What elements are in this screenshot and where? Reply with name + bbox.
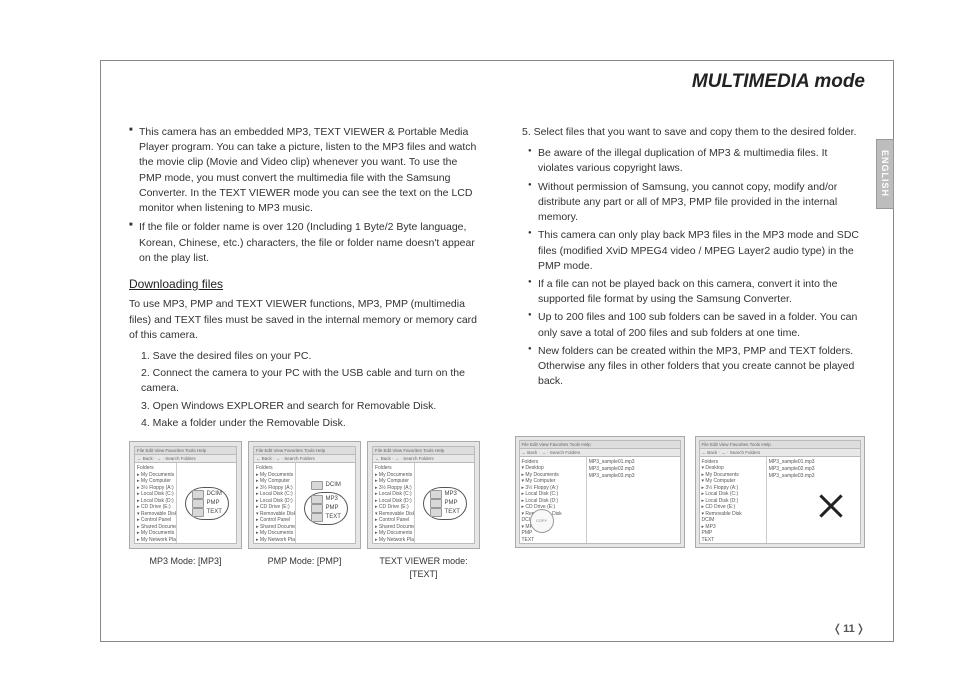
folder-icon [311, 504, 323, 513]
left-column: This camera has an embedded MP3, TEXT VI… [129, 125, 480, 581]
screen-captions: MP3 Mode: [MP3] PMP Mode: [PMP] TEXT VIE… [129, 549, 480, 581]
caption: MP3 Mode: [MP3] [129, 555, 242, 581]
x-mark-icon [816, 491, 846, 521]
caption: TEXT VIEWER mode: [TEXT] [367, 555, 480, 581]
folder-icon [430, 499, 442, 508]
menubar: File Edit View Favorites Tools Help [254, 447, 355, 455]
toolbar: ← Back · → · Search Folders [135, 455, 236, 463]
bullet-item: If a file can not be played back on this… [528, 277, 865, 307]
explorer-screenshot-1: File Edit View Favorites Tools Help ← Ba… [129, 441, 242, 549]
bullet-item: This camera can only play back MP3 files… [528, 228, 865, 274]
left-screens-row: File Edit View Favorites Tools Help ← Ba… [129, 441, 480, 549]
explorer-screenshot-2: File Edit View Favorites Tools Help ← Ba… [248, 441, 361, 549]
left-bullets: This camera has an embedded MP3, TEXT VI… [129, 125, 480, 266]
bullet-item: Up to 200 files and 100 sub folders can … [528, 310, 865, 340]
menubar: File Edit View Favorites Tools Help [700, 441, 860, 449]
folder-pane: DCIM MP3 PMP TEXT [296, 463, 355, 543]
step-item: 4. Make a folder under the Removable Dis… [141, 416, 480, 431]
step-item: 2. Connect the camera to your PC with th… [141, 366, 480, 396]
explorer-screenshot-a: File Edit View Favorites Tools Help ← Ba… [515, 436, 685, 548]
page-number: 11 [833, 622, 865, 635]
folder-icon [192, 508, 204, 517]
folder-tree: Folders ▾ Desktop ▸ My Documents ▾ My Co… [700, 457, 767, 543]
bullet-item: New folders can be created within the MP… [528, 344, 865, 390]
bullet-item: If the file or folder name is over 120 (… [129, 220, 480, 266]
folder-tree: Folders ▸ My Documents ▸ My Computer ▸ 3… [254, 463, 296, 543]
folder-icon [192, 499, 204, 508]
bullet-item: This camera has an embedded MP3, TEXT VI… [129, 125, 480, 216]
folder-icon [311, 481, 323, 490]
section-title: Downloading files [129, 276, 480, 293]
right-column: 5. Select files that you want to save an… [514, 125, 865, 581]
explorer-screenshot-3: File Edit View Favorites Tools Help ← Ba… [367, 441, 480, 549]
folder-icon [430, 490, 442, 499]
folder-tree: Folders ▸ My Documents ▸ My Computer ▸ 3… [135, 463, 177, 543]
file-list: MP3_sample01.mp3 MP3_sample02.mp3 MP3_sa… [587, 457, 680, 543]
explorer-screenshot-b: File Edit View Favorites Tools Help ← Ba… [695, 436, 865, 548]
folder-pane: DCIM PMP TEXT [177, 463, 236, 543]
columns: This camera has an embedded MP3, TEXT VI… [129, 125, 865, 581]
page-title: MULTIMEDIA mode [692, 71, 865, 93]
content-frame: MULTIMEDIA mode ENGLISH This camera has … [100, 60, 894, 642]
toolbar: ← Back · → · Search Folders [520, 449, 680, 457]
folder-icon [311, 495, 323, 504]
step-5: 5. Select files that you want to save an… [514, 125, 865, 140]
language-tab: ENGLISH [876, 139, 894, 209]
folder-icon [192, 490, 204, 499]
folder-icon [311, 513, 323, 522]
folder-pane: MP3 PMP TEXT [415, 463, 474, 543]
file-list: MP3_sample01.mp3 MP3_sample02.mp3 MP3_sa… [767, 457, 860, 543]
toolbar: ← Back · → · Search Folders [373, 455, 474, 463]
toolbar: ← Back · → · Search Folders [254, 455, 355, 463]
menubar: File Edit View Favorites Tools Help [520, 441, 680, 449]
right-screens-row: File Edit View Favorites Tools Help ← Ba… [514, 436, 865, 548]
steps-list: 1. Save the desired files on your PC. 2.… [129, 349, 480, 431]
menubar: File Edit View Favorites Tools Help [135, 447, 236, 455]
caption: PMP Mode: [PMP] [248, 555, 361, 581]
folder-icon [430, 508, 442, 517]
bullet-item: Without permission of Samsung, you canno… [528, 180, 865, 226]
section-intro: To use MP3, PMP and TEXT VIEWER function… [129, 297, 480, 343]
step-item: 3. Open Windows EXPLORER and search for … [141, 399, 480, 414]
toolbar: ← Back · → · Search Folders [700, 449, 860, 457]
step-item: 1. Save the desired files on your PC. [141, 349, 480, 364]
folder-tree: Folders ▸ My Documents ▸ My Computer ▸ 3… [373, 463, 415, 543]
right-bullets: Be aware of the illegal duplication of M… [514, 146, 865, 389]
page: MULTIMEDIA mode ENGLISH This camera has … [0, 0, 954, 682]
menubar: File Edit View Favorites Tools Help [373, 447, 474, 455]
bullet-item: Be aware of the illegal duplication of M… [528, 146, 865, 176]
